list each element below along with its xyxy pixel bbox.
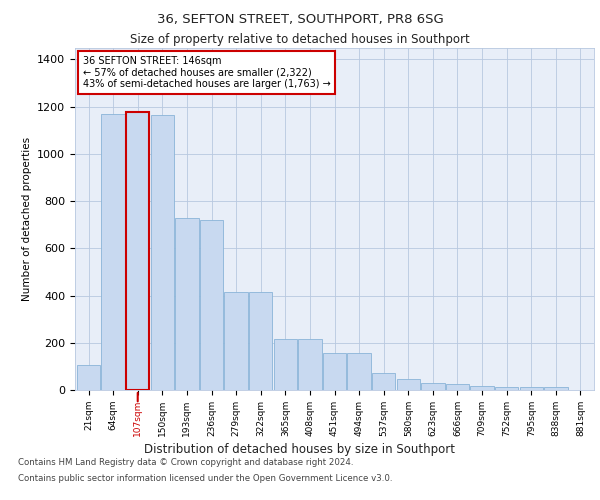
Text: Contains HM Land Registry data © Crown copyright and database right 2024.: Contains HM Land Registry data © Crown c… (18, 458, 353, 467)
Text: Size of property relative to detached houses in Southport: Size of property relative to detached ho… (130, 32, 470, 46)
Bar (224, 292, 248, 390)
Bar (446, 384, 469, 390)
Bar (470, 386, 494, 390)
Y-axis label: Number of detached properties: Number of detached properties (22, 136, 32, 301)
Bar (274, 339, 297, 390)
Bar (347, 354, 371, 390)
Bar (151, 115, 174, 390)
Bar (200, 220, 223, 390)
Text: Distribution of detached houses by size in Southport: Distribution of detached houses by size … (145, 442, 455, 456)
Bar (298, 339, 322, 390)
Bar (101, 114, 125, 390)
Text: 36 SEFTON STREET: 146sqm
← 57% of detached houses are smaller (2,322)
43% of sem: 36 SEFTON STREET: 146sqm ← 57% of detach… (83, 56, 331, 90)
Bar (397, 378, 420, 390)
Bar (323, 354, 346, 390)
Bar (249, 292, 272, 390)
Bar (495, 386, 518, 390)
Text: 36, SEFTON STREET, SOUTHPORT, PR8 6SG: 36, SEFTON STREET, SOUTHPORT, PR8 6SG (157, 12, 443, 26)
Bar (126, 112, 149, 390)
Bar (421, 384, 445, 390)
Bar (372, 374, 395, 390)
Bar (77, 365, 100, 390)
Bar (175, 218, 199, 390)
Bar (520, 386, 543, 390)
Text: Contains public sector information licensed under the Open Government Licence v3: Contains public sector information licen… (18, 474, 392, 483)
Bar (544, 386, 568, 390)
